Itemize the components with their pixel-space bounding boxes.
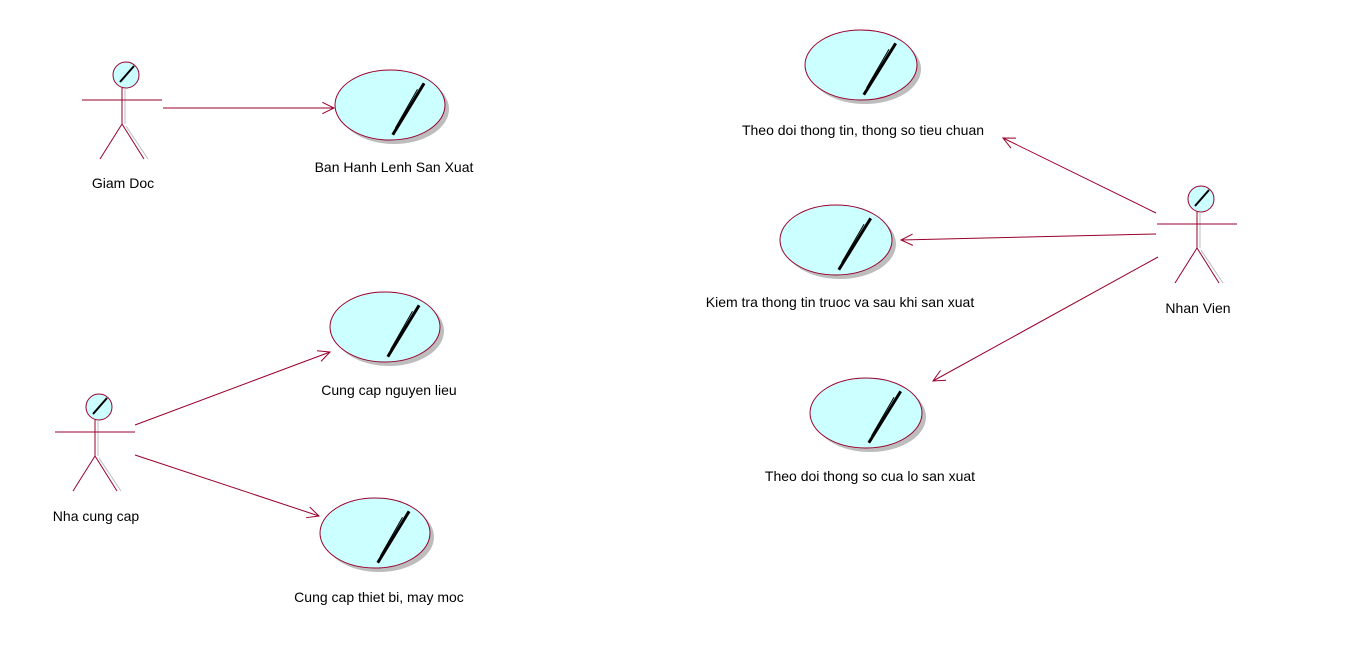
use-case-ellipse (319, 497, 431, 569)
pencil-icon (862, 42, 897, 96)
use-case-label: Ban Hanh Lenh San Xuat (315, 159, 474, 175)
use-case-label: Theo doi thong so cua lo san xuat (765, 468, 975, 484)
association-nha-cung-cap-to-cung-cap-nguyen-lieu (134, 350, 332, 426)
use-case-label: Theo doi thong tin, thong so tieu chuan (742, 122, 984, 138)
actor-nha-cung-cap[interactable]: Nha cung cap (53, 393, 140, 524)
use-case-ban-hanh[interactable]: Ban Hanh Lenh San Xuat (315, 69, 474, 175)
use-case-label: Cung cap nguyen lieu (321, 382, 456, 398)
arrowhead (317, 350, 332, 362)
arrowhead (322, 101, 336, 115)
use-case-theo-doi-thong-tin[interactable]: Theo doi thong tin, thong so tieu chuan (742, 29, 984, 138)
pencil-icon (391, 82, 426, 136)
actor-giam-doc[interactable]: Giam Doc (82, 61, 162, 191)
actor-label: Nhan Vien (1165, 300, 1230, 316)
use-case-label: Cung cap thiet bi, may moc (294, 589, 464, 605)
arrowhead (931, 370, 947, 382)
association-nhan-vien-to-theo-doi-thong-tin (1001, 137, 1157, 214)
association-giam-doc-to-ban-hanh (163, 101, 336, 115)
use-case-ellipse (329, 291, 441, 363)
arrowhead (899, 233, 914, 246)
actor-stick-figure-icon (82, 61, 162, 160)
pencil-icon (376, 510, 411, 564)
use-case-label: Kiem tra thong tin truoc va sau khi san … (706, 294, 975, 310)
pencil-icon (867, 390, 902, 444)
actor-label: Giam Doc (92, 175, 154, 191)
actors: Giam Doc Nha cung cap Nhan Vien (53, 61, 1237, 524)
use-case-kiem-tra[interactable]: Kiem tra thong tin truoc va sau khi san … (706, 204, 975, 310)
pencil-icon (386, 304, 421, 358)
use-case-ellipse (804, 29, 918, 101)
actor-stick-figure-icon (55, 393, 135, 492)
arrowhead (1001, 137, 1017, 149)
use-cases: Ban Hanh Lenh San Xuat Cung cap nguyen li… (294, 29, 984, 605)
association-nhan-vien-to-theo-doi-lo (931, 256, 1159, 382)
actor-stick-figure-icon (1157, 185, 1237, 284)
use-case-ellipse (779, 204, 893, 276)
use-case-cung-cap-thiet-bi[interactable]: Cung cap thiet bi, may moc (294, 497, 464, 605)
pencil-icon (837, 217, 872, 271)
use-case-ellipse (809, 377, 923, 449)
actor-label: Nha cung cap (53, 508, 140, 524)
use-case-ellipse (334, 69, 446, 141)
use-case-theo-doi-lo[interactable]: Theo doi thong so cua lo san xuat (765, 377, 975, 484)
use-case-cung-cap-nguyen-lieu[interactable]: Cung cap nguyen lieu (321, 291, 457, 398)
associations (134, 101, 1159, 519)
arrowhead (306, 506, 321, 519)
association-nha-cung-cap-to-cung-cap-thiet-bi (134, 454, 321, 519)
association-nhan-vien-to-kiem-tra (899, 233, 1157, 246)
actor-nhan-vien[interactable]: Nhan Vien (1157, 185, 1237, 316)
